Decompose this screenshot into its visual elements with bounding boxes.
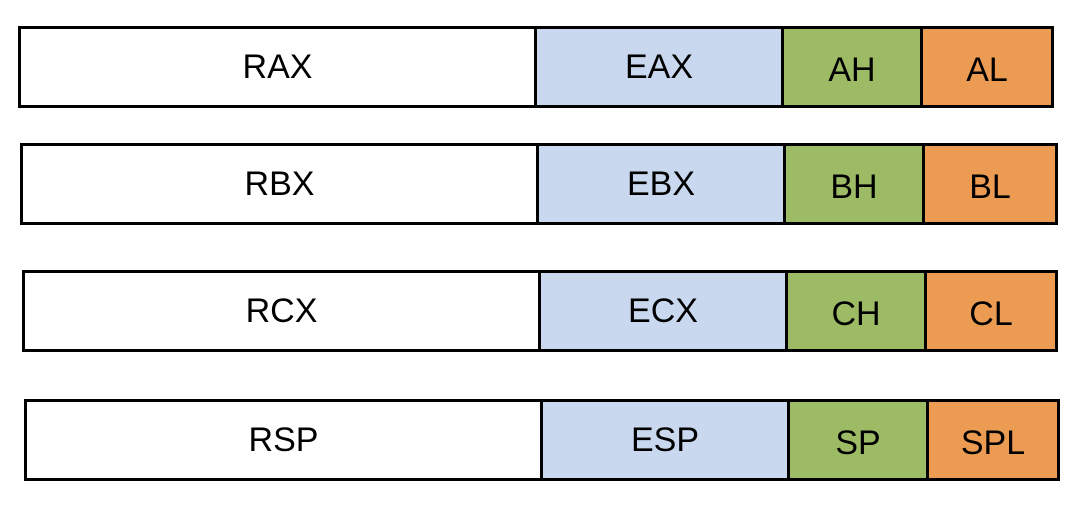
- full-register-label: RSP: [248, 420, 319, 459]
- register-row-rax: RAX EAX AH AL: [18, 26, 1054, 108]
- high-byte-segment: AH: [781, 29, 920, 105]
- high-byte-segment: SP: [787, 402, 926, 478]
- full-register-label: RAX: [242, 47, 313, 86]
- register-row-rcx: RCX ECX CH CL: [22, 270, 1058, 352]
- full-register-label: RBX: [244, 164, 315, 203]
- full-register-segment: RCX: [25, 273, 538, 349]
- high-byte-label: BH: [830, 167, 878, 206]
- low-byte-segment: CL: [924, 273, 1055, 349]
- extended-register-segment: ESP: [540, 402, 787, 478]
- low-byte-label: AL: [966, 50, 1008, 89]
- extended-register-label: ESP: [630, 420, 700, 459]
- high-byte-segment: BH: [783, 146, 922, 222]
- high-byte-label: AH: [828, 50, 876, 89]
- full-register-segment: RBX: [23, 146, 536, 222]
- high-byte-label: SP: [835, 423, 881, 462]
- extended-register-label: EBX: [626, 164, 696, 203]
- low-byte-label: SPL: [960, 423, 1026, 462]
- high-byte-label: CH: [831, 294, 881, 333]
- extended-register-segment: EBX: [536, 146, 783, 222]
- extended-register-label: EAX: [624, 47, 694, 86]
- low-byte-segment: SPL: [926, 402, 1057, 478]
- register-row-rbx: RBX EBX BH BL: [20, 143, 1058, 225]
- low-byte-segment: BL: [922, 146, 1055, 222]
- high-byte-segment: CH: [785, 273, 924, 349]
- full-register-segment: RSP: [27, 402, 540, 478]
- low-byte-label: CL: [969, 294, 1013, 333]
- full-register-label: RCX: [245, 291, 318, 330]
- full-register-segment: RAX: [21, 29, 534, 105]
- register-row-rsp: RSP ESP SP SPL: [24, 399, 1060, 481]
- low-byte-label: BL: [969, 167, 1011, 206]
- extended-register-label: ECX: [628, 291, 698, 330]
- extended-register-segment: EAX: [534, 29, 781, 105]
- low-byte-segment: AL: [920, 29, 1051, 105]
- extended-register-segment: ECX: [538, 273, 785, 349]
